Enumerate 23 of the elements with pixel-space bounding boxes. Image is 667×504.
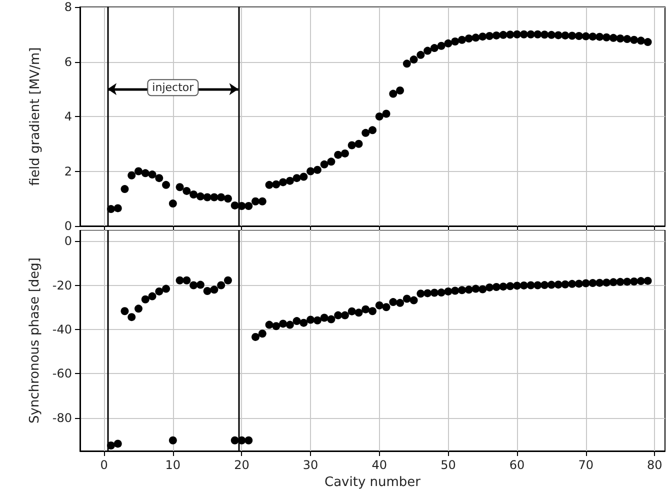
x-tick-label: 80: [647, 458, 662, 472]
x-tick-label: 70: [578, 458, 594, 472]
annotation: injector: [152, 81, 194, 94]
x-tick-label: 50: [440, 458, 456, 472]
x-tick-label: 60: [509, 458, 525, 472]
y-tick-label: 0: [64, 219, 72, 233]
y-axis-title: Synchronous phase [deg]: [28, 258, 42, 424]
y-tick-label: -60: [52, 366, 72, 381]
x-tick-label: 10: [165, 458, 181, 472]
y-axis-title: field gradient [MV/m]: [28, 47, 43, 186]
x-axis-title: Cavity number: [324, 474, 422, 490]
x-tick-label: 40: [372, 458, 388, 472]
y-tick-label: -40: [52, 322, 72, 336]
x-tick-label: 30: [302, 458, 318, 472]
y-tick-label: 8: [64, 0, 72, 14]
y-tick-label: 6: [64, 54, 72, 69]
y-tick-label: -80: [52, 410, 72, 425]
y-tick-label: -20: [52, 278, 72, 292]
x-tick-label: 20: [234, 458, 250, 472]
y-tick-label: 0: [64, 234, 72, 248]
y-tick-label: 4: [64, 110, 72, 124]
y-tick-label: 2: [64, 164, 72, 178]
x-tick-label: 0: [100, 458, 108, 472]
